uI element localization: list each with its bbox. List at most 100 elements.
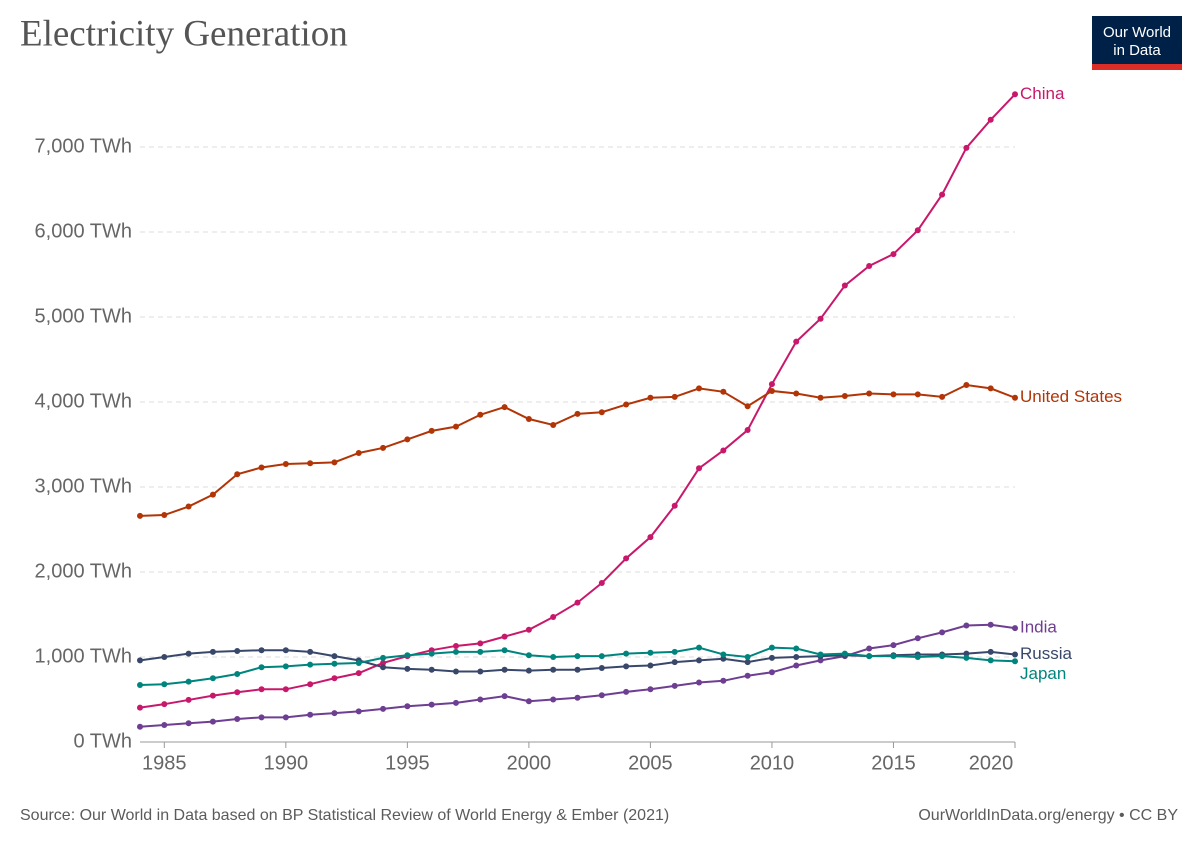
- point: [744, 403, 751, 410]
- point: [355, 659, 362, 666]
- point: [550, 696, 557, 703]
- point: [452, 648, 459, 655]
- point: [331, 459, 338, 466]
- point: [817, 394, 824, 401]
- point: [428, 701, 435, 708]
- y-tick-label: 5,000 TWh: [35, 305, 132, 327]
- point: [282, 714, 289, 721]
- x-tick-label: 2010: [750, 752, 795, 774]
- point: [890, 642, 897, 649]
- point: [963, 144, 970, 151]
- point: [161, 654, 168, 660]
- point: [209, 648, 216, 655]
- point: [282, 663, 289, 670]
- point: [185, 503, 192, 510]
- point: [793, 645, 800, 652]
- point: [768, 644, 775, 651]
- point: [282, 686, 289, 693]
- point: [404, 665, 411, 672]
- point: [598, 692, 605, 699]
- point: [744, 427, 751, 434]
- point: [647, 394, 654, 401]
- logo-box: [1092, 16, 1182, 70]
- x-tick-label: 1985: [142, 752, 187, 774]
- point: [939, 393, 946, 400]
- point: [258, 714, 265, 721]
- point: [452, 423, 459, 430]
- point: [137, 704, 143, 711]
- series-label: India: [1020, 618, 1057, 637]
- point: [768, 387, 775, 394]
- point: [550, 421, 557, 428]
- point: [137, 512, 143, 519]
- series-label: Japan: [1020, 664, 1066, 683]
- point: [963, 382, 970, 388]
- point: [574, 666, 581, 673]
- point: [598, 409, 605, 416]
- point: [623, 688, 630, 695]
- point: [234, 671, 241, 677]
- point: [841, 282, 848, 289]
- point: [307, 648, 314, 655]
- point: [477, 640, 484, 647]
- point: [696, 679, 703, 686]
- source-note: Source: Our World in Data based on BP St…: [20, 807, 669, 824]
- point: [137, 682, 143, 689]
- point: [477, 648, 484, 655]
- point: [234, 648, 241, 655]
- point: [841, 393, 848, 400]
- logo-text: Our World: [1103, 24, 1171, 41]
- point: [1012, 625, 1018, 632]
- point: [647, 686, 654, 693]
- point: [866, 645, 873, 652]
- point: [793, 662, 800, 669]
- point: [550, 614, 557, 621]
- point: [574, 410, 581, 417]
- point: [282, 461, 289, 468]
- point: [817, 651, 824, 658]
- point: [428, 650, 435, 657]
- y-tick-label: 3,000 TWh: [35, 475, 132, 497]
- point: [720, 447, 727, 454]
- point: [671, 659, 678, 666]
- point: [598, 665, 605, 672]
- point: [720, 651, 727, 658]
- point: [525, 626, 532, 633]
- point: [647, 534, 654, 541]
- point: [452, 699, 459, 706]
- point: [987, 385, 994, 392]
- point: [574, 599, 581, 606]
- point: [768, 381, 775, 388]
- point: [914, 635, 921, 642]
- point: [452, 668, 459, 675]
- point: [1012, 394, 1018, 401]
- point: [501, 404, 508, 411]
- point: [598, 580, 605, 587]
- point: [744, 654, 751, 660]
- point: [331, 675, 338, 682]
- point: [161, 512, 168, 519]
- point: [209, 491, 216, 498]
- point: [720, 655, 727, 662]
- point: [380, 705, 387, 712]
- series-label: Russia: [1020, 644, 1073, 663]
- point: [428, 666, 435, 673]
- point: [137, 657, 143, 664]
- series: [137, 621, 1018, 730]
- point: [404, 703, 411, 710]
- point: [890, 391, 897, 398]
- point: [501, 693, 508, 700]
- point: [185, 696, 192, 703]
- point: [939, 653, 946, 660]
- point: [671, 393, 678, 400]
- point: [671, 648, 678, 655]
- point: [380, 664, 387, 671]
- point: [623, 663, 630, 670]
- point: [307, 460, 314, 467]
- point: [380, 654, 387, 661]
- point: [987, 116, 994, 123]
- point: [258, 464, 265, 471]
- logo: Our World in Data: [1092, 16, 1182, 70]
- series-label: China: [1020, 84, 1065, 103]
- point: [890, 251, 897, 258]
